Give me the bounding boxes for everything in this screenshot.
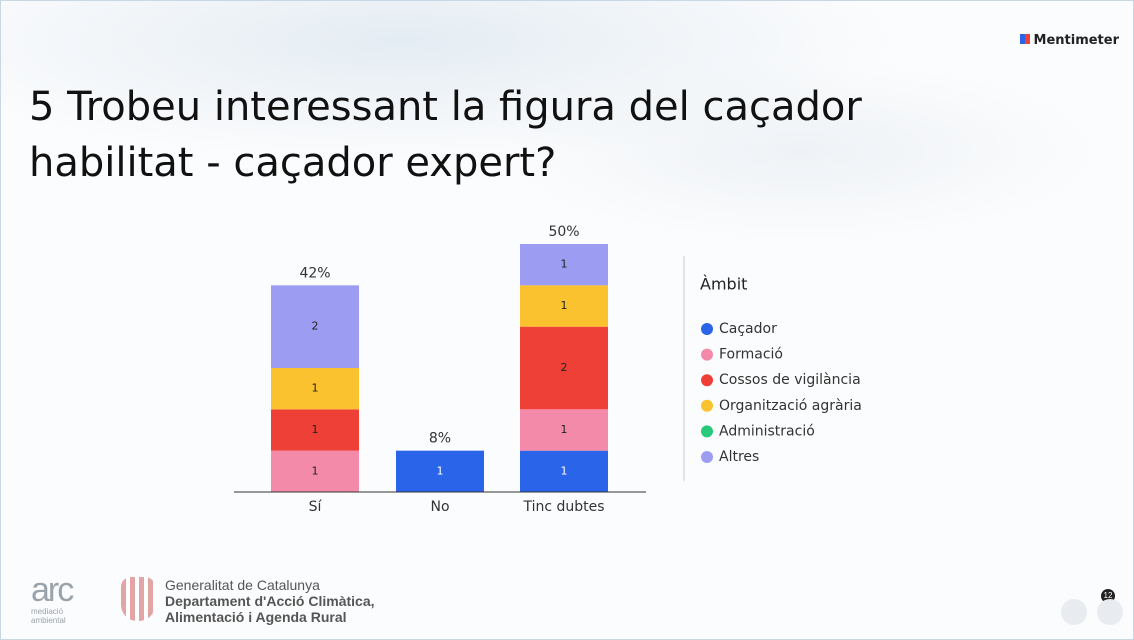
legend-swatch (701, 374, 713, 386)
x-tick-label: No (430, 499, 449, 515)
total-label: 42% (299, 265, 330, 281)
legend-label: Caçador (719, 321, 777, 337)
participants-button[interactable] (1097, 599, 1123, 625)
segment-label: 1 (561, 299, 568, 312)
legend-swatch (701, 400, 713, 412)
legend-swatch (701, 425, 713, 437)
legend-label: Cossos de vigilància (719, 372, 861, 388)
emblem (121, 577, 155, 621)
legend-label: Formació (719, 347, 783, 363)
like-button[interactable] (1061, 599, 1087, 625)
segment-label: 1 (561, 258, 568, 271)
legend-label: Administració (719, 423, 815, 439)
segment-label: 1 (312, 464, 319, 477)
segment-label: 1 (561, 423, 568, 436)
segment-label: 2 (312, 320, 319, 333)
legend-swatch (701, 451, 713, 463)
org: Generalitat de Catalunya (165, 577, 320, 593)
chart: 1 1 1 2 42% Sí 1 8% No 1 1 2 1 1 50% Tinc dubtes Àmbit Ca… (1, 1, 1134, 640)
logo: arc (31, 571, 72, 610)
segment-label: 1 (312, 423, 319, 436)
legend-title: Àmbit (700, 275, 747, 294)
legend-label: Organització agrària (719, 398, 862, 414)
segment-label: 2 (561, 361, 568, 374)
dept: Departament d'Acció Climàtica, (165, 593, 375, 609)
legend-swatch (701, 349, 713, 361)
legend-label: Altres (719, 449, 759, 465)
slide: Mentimeter 5 Trobeu interessant la figur… (0, 0, 1134, 640)
segment-label: 1 (561, 464, 568, 477)
logo-sub: mediació ambiental (31, 607, 71, 625)
x-tick-label: Sí (309, 499, 323, 515)
segment-label: 1 (312, 382, 319, 395)
dept: Alimentació i Agenda Rural (165, 609, 347, 625)
x-tick-label: Tinc dubtes (522, 499, 604, 515)
total-label: 50% (548, 224, 579, 240)
legend-swatch (701, 323, 713, 335)
segment-label: 1 (437, 464, 444, 477)
total-label: 8% (429, 431, 451, 447)
